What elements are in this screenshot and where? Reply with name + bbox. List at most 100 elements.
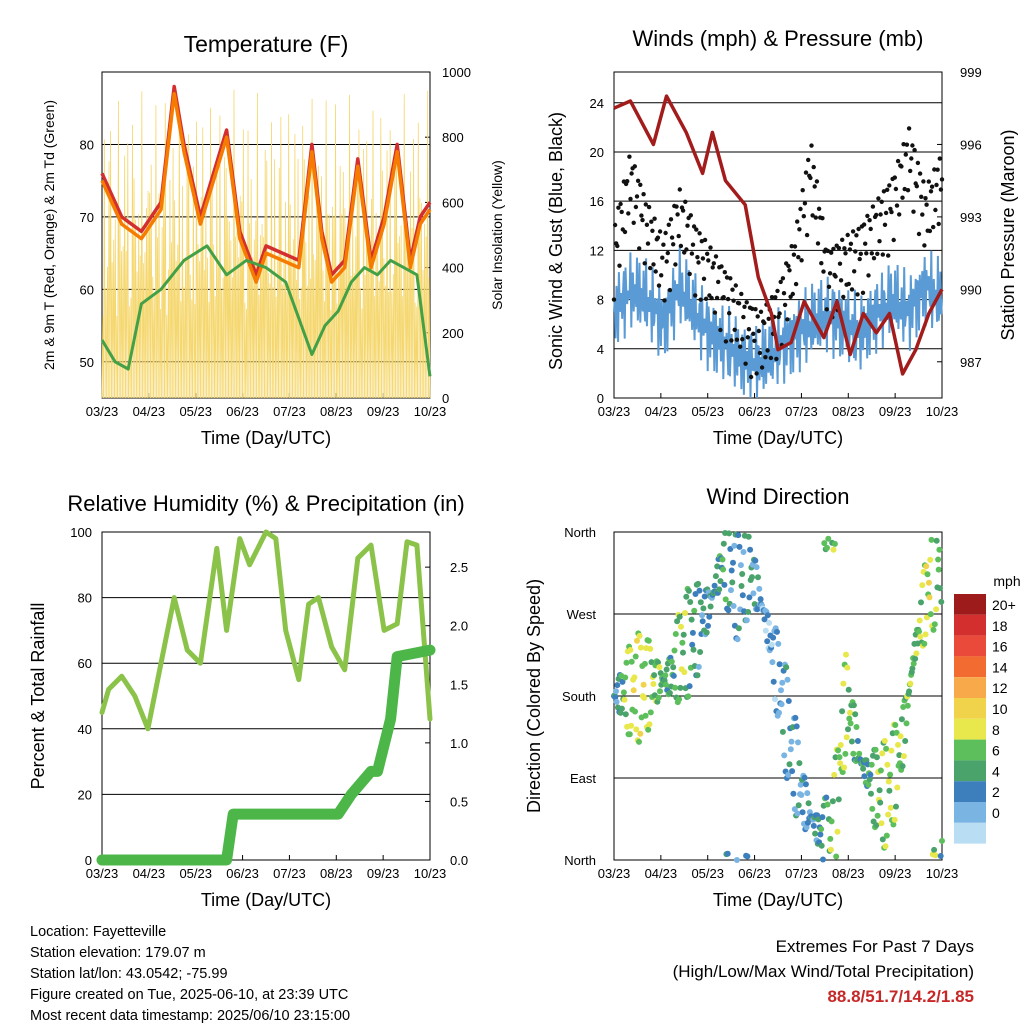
colorbar-swatch	[954, 656, 986, 678]
y-tick-label: 4	[597, 342, 604, 357]
gust-point	[687, 271, 692, 277]
gust-point	[799, 258, 804, 263]
gust-point	[684, 247, 689, 252]
station-latlon: Station lat/lon: 43.0542; -75.99	[30, 966, 228, 982]
direction-point	[794, 810, 801, 817]
direction-point	[824, 801, 831, 808]
solar-spike	[373, 296, 376, 399]
direction-point	[902, 738, 909, 744]
solar-spike	[292, 239, 295, 399]
gust-point	[740, 337, 745, 342]
solar-spike	[321, 270, 325, 399]
direction-point	[825, 535, 832, 542]
gust-point	[933, 207, 938, 213]
gust-point	[775, 288, 780, 294]
gust-point	[865, 213, 870, 219]
gust-point	[694, 227, 699, 232]
direction-point	[776, 661, 783, 668]
extremes-subtitle: (High/Low/Max Wind/Total Precipitation)	[672, 962, 974, 981]
direction-point	[647, 645, 654, 652]
direction-point	[764, 612, 771, 619]
direction-point	[749, 574, 755, 581]
direction-point	[888, 747, 895, 754]
gust-point	[710, 265, 715, 270]
direction-point	[656, 664, 663, 671]
solar-spike	[181, 185, 184, 399]
direction-point	[622, 711, 629, 718]
solar-spike	[398, 236, 401, 399]
direction-point	[631, 674, 638, 681]
solar-spike	[109, 130, 112, 399]
gust-point	[787, 268, 792, 273]
y-tick-label: South	[562, 689, 596, 704]
direction-point	[666, 690, 673, 696]
direction-point	[699, 612, 706, 619]
x-tick-label: 10/23	[926, 404, 959, 419]
direction-point	[757, 596, 764, 603]
gust-point	[663, 230, 668, 236]
gust-point	[849, 287, 855, 292]
gust-point	[634, 194, 640, 199]
gust-point	[777, 311, 782, 316]
gust-point	[643, 202, 648, 207]
gust-point	[742, 304, 747, 309]
gust-point	[827, 271, 833, 276]
direction-point	[727, 546, 734, 552]
solar-spike	[253, 239, 256, 399]
gust-point	[836, 245, 842, 251]
direction-point	[738, 583, 745, 589]
solar-spike	[287, 114, 290, 399]
solar-spike	[204, 195, 208, 399]
gust-point	[713, 254, 719, 259]
solar-spike	[420, 203, 423, 399]
direction-point	[830, 546, 837, 553]
direction-point	[626, 731, 633, 738]
direction-point	[695, 663, 702, 670]
y-tick-label: 100	[70, 525, 92, 540]
gust-point	[745, 335, 750, 340]
direction-point	[866, 776, 873, 783]
gust-point	[616, 205, 621, 210]
direction-point	[724, 850, 731, 857]
solar-spike	[168, 179, 172, 399]
precip-total-line	[96, 644, 436, 866]
direction-point	[873, 822, 880, 829]
direction-point	[818, 842, 825, 849]
direction-point	[689, 629, 696, 636]
direction-point	[852, 711, 859, 718]
solar-spike	[351, 204, 354, 399]
gust-point	[838, 278, 844, 283]
direction-point	[645, 637, 652, 644]
solar-spike	[390, 291, 393, 399]
direction-point	[776, 709, 782, 716]
gust-point	[882, 222, 888, 227]
direction-point	[900, 753, 907, 760]
solar-spike	[200, 197, 203, 399]
direction-point	[694, 672, 701, 679]
gust-point	[781, 291, 787, 296]
x-tick-label: 08/23	[832, 404, 865, 419]
dewpoint-line	[100, 244, 432, 377]
solar-spike	[110, 262, 114, 399]
x-tick-label: 07/23	[785, 866, 818, 881]
x-tick-label: 03/23	[86, 866, 119, 881]
direction-point	[784, 676, 791, 683]
gust-point	[880, 252, 885, 257]
y-tick-label: East	[570, 771, 596, 786]
x-tick-label: 03/23	[598, 404, 631, 419]
solar-spike	[343, 208, 347, 399]
y2-tick-label: 0	[442, 391, 449, 406]
solar-spike	[284, 201, 287, 399]
solar-spike	[242, 129, 245, 399]
y-tick-label: 0	[85, 853, 92, 868]
colorbar-label: 2	[992, 784, 1000, 800]
gust-point	[921, 179, 926, 184]
solar-spike	[381, 170, 384, 399]
direction-point	[785, 698, 792, 704]
gust-point	[635, 178, 641, 183]
gust-point	[912, 147, 917, 153]
direction-point	[797, 781, 804, 788]
direction-point	[841, 764, 848, 771]
gust-point	[936, 221, 941, 227]
y-tick-label: 60	[78, 656, 92, 671]
